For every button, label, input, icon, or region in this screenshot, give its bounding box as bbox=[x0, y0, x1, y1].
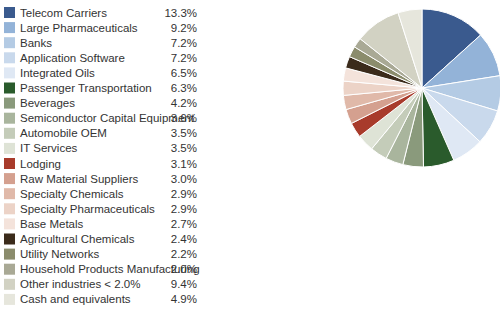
legend-label: Application Software bbox=[20, 52, 125, 64]
legend-label: Base Metals bbox=[20, 218, 84, 230]
legend-swatch bbox=[4, 22, 15, 33]
value-label: 9.2% bbox=[171, 22, 197, 34]
legend-label: Automobile OEM bbox=[20, 127, 107, 139]
legend-swatch bbox=[4, 98, 15, 109]
legend-swatch bbox=[4, 279, 15, 290]
value-label: 4.9% bbox=[171, 293, 197, 305]
legend: Telecom Carriers 13.3% Large Pharmaceutica… bbox=[4, 7, 200, 306]
pie bbox=[343, 9, 500, 167]
value-label: 3.5% bbox=[171, 127, 197, 139]
value-label: 6.3% bbox=[171, 82, 197, 94]
legend-swatch bbox=[4, 249, 15, 260]
legend-swatch bbox=[4, 143, 15, 154]
value-label: 7.2% bbox=[171, 52, 197, 64]
value-label: 7.2% bbox=[171, 37, 197, 49]
chart: Telecom Carriers 13.3% Large Pharmaceutica… bbox=[0, 0, 500, 311]
value-label: 3.6% bbox=[171, 112, 197, 124]
value-label: 3.5% bbox=[171, 142, 197, 154]
legend-label: Telecom Carriers bbox=[20, 7, 107, 19]
value-label: 2.9% bbox=[171, 203, 197, 215]
value-label: 6.5% bbox=[171, 67, 197, 79]
value-label: 2.4% bbox=[171, 233, 197, 245]
legend-label: Specialty Pharmaceuticals bbox=[20, 203, 155, 215]
value-label: 13.3% bbox=[164, 7, 197, 19]
legend-swatch bbox=[4, 7, 15, 18]
legend-label: Specialty Chemicals bbox=[20, 188, 124, 200]
value-label: 2.2% bbox=[171, 248, 197, 260]
legend-swatch bbox=[4, 294, 15, 305]
legend-swatch bbox=[4, 173, 15, 184]
legend-swatch bbox=[4, 158, 15, 169]
legend-swatch bbox=[4, 264, 15, 275]
legend-label: Large Pharmaceuticals bbox=[20, 22, 138, 34]
value-label: 4.2% bbox=[171, 97, 197, 109]
legend-swatch bbox=[4, 234, 15, 245]
legend-label: Cash and equivalents bbox=[20, 293, 131, 305]
legend-label: Agricultural Chemicals bbox=[20, 233, 135, 245]
value-label: 2.7% bbox=[171, 218, 197, 230]
legend-label: Passenger Transportation bbox=[20, 82, 152, 94]
legend-swatch bbox=[4, 113, 15, 124]
legend-label: Banks bbox=[20, 37, 52, 49]
value-label: 3.1% bbox=[171, 158, 197, 170]
legend-label: Utility Networks bbox=[20, 248, 99, 260]
legend-swatch bbox=[4, 37, 15, 48]
legend-swatch bbox=[4, 128, 15, 139]
legend-swatch bbox=[4, 218, 15, 229]
legend-label: Household Products Manufacturing bbox=[20, 263, 200, 275]
legend-swatch bbox=[4, 67, 15, 78]
value-label: 9.4% bbox=[171, 278, 197, 290]
legend-swatch bbox=[4, 203, 15, 214]
pie-slice bbox=[422, 88, 454, 167]
legend-label: IT Services bbox=[20, 142, 78, 154]
pie-slice bbox=[398, 9, 422, 88]
legend-label: Other industries < 2.0% bbox=[20, 278, 141, 290]
legend-swatch bbox=[4, 188, 15, 199]
legend-swatch bbox=[4, 52, 15, 63]
legend-label: Raw Material Suppliers bbox=[20, 173, 138, 185]
legend-label: Lodging bbox=[20, 158, 61, 170]
legend-label: Beverages bbox=[20, 97, 75, 109]
value-label: 2.0% bbox=[171, 263, 197, 275]
legend-swatch bbox=[4, 83, 15, 94]
legend-label: Semiconductor Capital Equipment bbox=[20, 112, 195, 124]
legend-label: Integrated Oils bbox=[20, 67, 95, 79]
value-label: 2.9% bbox=[171, 188, 197, 200]
value-label: 3.0% bbox=[171, 173, 197, 185]
